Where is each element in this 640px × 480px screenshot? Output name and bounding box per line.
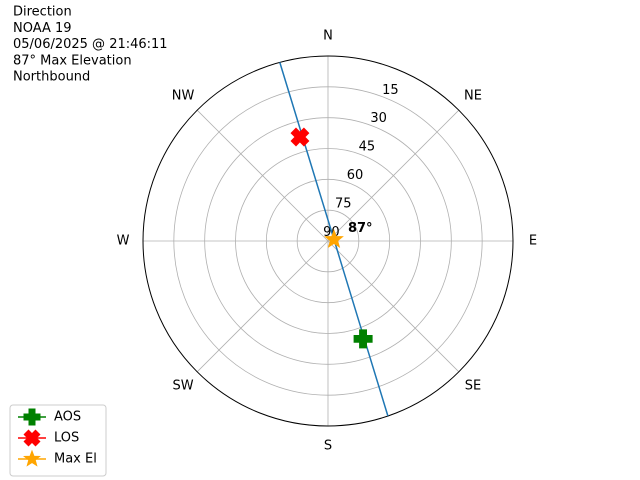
annotation: 87°: [348, 221, 373, 236]
title-line: NOAA 19: [13, 21, 72, 36]
radial-tick-label: 30: [370, 111, 387, 126]
angle-tick-label: S: [324, 439, 332, 454]
angle-tick-label: SW: [172, 378, 193, 393]
radial-tick-label: 60: [347, 168, 364, 183]
legend-label: Max El: [54, 452, 97, 467]
legend-label: LOS: [54, 431, 79, 446]
grid-spoke: [196, 240, 329, 373]
marker-x: [290, 127, 310, 147]
title-line: 87° Max Elevation: [13, 53, 132, 68]
marker-x: [23, 429, 41, 447]
title-line: 05/06/2025 @ 21:46:11: [13, 37, 168, 52]
angle-tick-label: SE: [465, 378, 481, 393]
radial-tick-label: 75: [335, 197, 352, 212]
marker-plus: [353, 329, 373, 349]
title-line: Direction: [13, 5, 72, 20]
radial-tick-label: 15: [382, 83, 399, 98]
angle-tick-label: NE: [464, 89, 482, 104]
title-line: Northbound: [13, 70, 90, 85]
grid-spoke: [327, 109, 460, 242]
angle-tick-label: N: [323, 29, 333, 44]
angle-tick-label: E: [529, 234, 537, 249]
marker-star: [324, 229, 344, 248]
legend-label: AOS: [54, 410, 81, 425]
polar-spine: [142, 55, 514, 427]
marker-plus: [23, 408, 41, 426]
grid-spoke: [196, 109, 329, 242]
marker-star: [23, 449, 41, 467]
grid-spoke: [327, 240, 460, 373]
angle-tick-label: NW: [172, 89, 195, 104]
angle-tick-label: W: [117, 234, 130, 249]
radial-tick-label: 45: [359, 140, 376, 155]
